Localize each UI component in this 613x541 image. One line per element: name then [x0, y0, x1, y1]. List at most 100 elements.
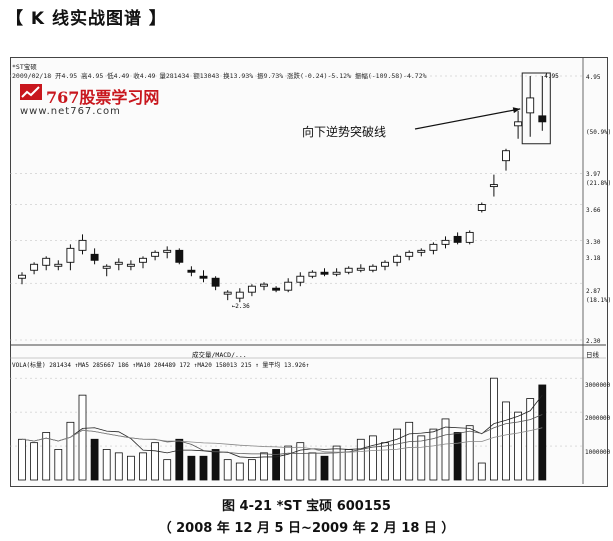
- volume-tick: 1000000: [585, 449, 611, 456]
- annotation-arrow: [414, 108, 521, 130]
- candle-body: [54, 263, 63, 267]
- candle-body: [502, 150, 510, 162]
- stock-name: *ST宝硕: [12, 63, 37, 71]
- volume-bar: [381, 442, 389, 481]
- volume-ma-line: [21, 427, 543, 453]
- volume-axis: 3000000 2000000 1000000: [584, 349, 610, 485]
- volume-bar: [30, 442, 39, 481]
- volume-bar: [223, 459, 232, 481]
- price-tick: 2.30: [586, 338, 601, 345]
- candle-body: [126, 263, 135, 267]
- volume-bar: [296, 442, 305, 481]
- volume-bar: [151, 442, 160, 481]
- candle-body: [260, 283, 268, 287]
- volume-bar: [405, 421, 414, 481]
- price-tick: 3.97: [586, 171, 601, 178]
- candle-body: [151, 251, 160, 257]
- candle-body: [30, 263, 39, 271]
- candle-body: [514, 121, 523, 127]
- candle-body: [405, 251, 414, 257]
- volume-bar: [344, 449, 353, 481]
- volume-bar: [526, 398, 535, 481]
- price-axis: 4.95 (50.9%) 3.97 (21.8%) 3.66 3.30 3.18…: [584, 57, 611, 345]
- price-tick: (21.8%): [586, 180, 612, 187]
- candle-body: [42, 257, 51, 266]
- volume-bar: [102, 449, 111, 481]
- volume-bar: [368, 435, 377, 481]
- price-tick: 3.30: [586, 239, 601, 246]
- volume-bar: [272, 449, 281, 481]
- page-title: 【 K 线实战图谱 】: [6, 9, 167, 29]
- volume-bar: [308, 452, 317, 481]
- stock-info-line: 2009/02/18 开4.95 高4.95 低4.49 收4.49 量2814…: [12, 72, 427, 80]
- price-tick: 3.18: [586, 255, 601, 262]
- volume-bar: [514, 411, 522, 481]
- candle-body: [368, 265, 377, 271]
- candle-body: [332, 271, 341, 275]
- candle-body: [139, 257, 147, 263]
- volume-bar: [235, 462, 244, 481]
- volume-bar: [78, 394, 87, 481]
- candle-body: [102, 265, 111, 269]
- volume-bar: [163, 459, 172, 481]
- price-tick: (50.9%): [586, 129, 612, 136]
- figure-date-range: （ 2008 年 12 月 5 日~2009 年 2 月 18 日 ）: [158, 521, 455, 536]
- candle-body: [18, 274, 26, 279]
- candle-body: [211, 277, 220, 287]
- volume-bar: [393, 428, 402, 481]
- candle-body: [175, 249, 184, 263]
- candle-body: [296, 275, 305, 283]
- volume-bar: [18, 438, 26, 481]
- volume-bar: [66, 421, 75, 481]
- volume-bar: [284, 445, 293, 481]
- volume-tabs[interactable]: 成交量/MACD/... 日线: [192, 351, 599, 359]
- candle-body: [284, 281, 293, 291]
- candle-body: [417, 249, 426, 253]
- price-tick: 2.87: [586, 288, 601, 295]
- candle-body: [187, 269, 196, 273]
- volume-bar: [441, 418, 450, 481]
- volume-bar: [477, 462, 486, 481]
- candle-body: [78, 239, 87, 251]
- volume-bar: [42, 432, 51, 481]
- candle-body: [526, 97, 535, 114]
- candle-body: [320, 271, 329, 275]
- volume-bar: [187, 455, 196, 481]
- candle-body: [66, 247, 75, 263]
- price-tick: 3.66: [586, 207, 601, 214]
- volume-bar: [114, 452, 123, 481]
- candle-body: [393, 255, 402, 263]
- volume-ma-line: [21, 394, 543, 459]
- volume-bar: [139, 452, 147, 481]
- candle-body: [489, 184, 498, 188]
- volume-legend: VOLA(标量) 281434 ↑MA5 285667 186 ↑MA10 20…: [12, 362, 310, 369]
- volume-bar: [90, 438, 99, 481]
- candle-body: [477, 204, 486, 211]
- annotation-arrowhead: [512, 107, 521, 114]
- candle-body: [114, 261, 123, 265]
- volume-ma-line: [21, 414, 543, 455]
- candle-body: [272, 287, 281, 291]
- chart-logo-icon: [20, 84, 42, 100]
- candle-body: [453, 235, 462, 243]
- candle-body: [344, 267, 353, 273]
- price-tick: 4.95: [586, 74, 601, 81]
- candle-body: [235, 291, 244, 299]
- volume-tick: 3000000: [585, 382, 611, 389]
- low-price-label: ←2.36: [232, 303, 250, 310]
- period-label: 日线: [586, 351, 599, 359]
- candle-body: [199, 275, 208, 279]
- candle-body: [381, 261, 389, 267]
- figure-caption: 图 4-21 *ST 宝硕 600155: [222, 499, 391, 514]
- volume-bar: [502, 401, 510, 481]
- volume-bar: [127, 455, 135, 481]
- logo-url: www.net767.com: [20, 106, 121, 117]
- candle-body: [429, 243, 438, 251]
- candle-body: [163, 249, 172, 253]
- logo-title: 767股票学习网: [46, 88, 160, 107]
- volume-bar: [465, 425, 474, 481]
- annotation-text: 向下逆势突破线: [302, 125, 387, 139]
- candle-body: [441, 239, 450, 245]
- candle-body: [308, 271, 317, 277]
